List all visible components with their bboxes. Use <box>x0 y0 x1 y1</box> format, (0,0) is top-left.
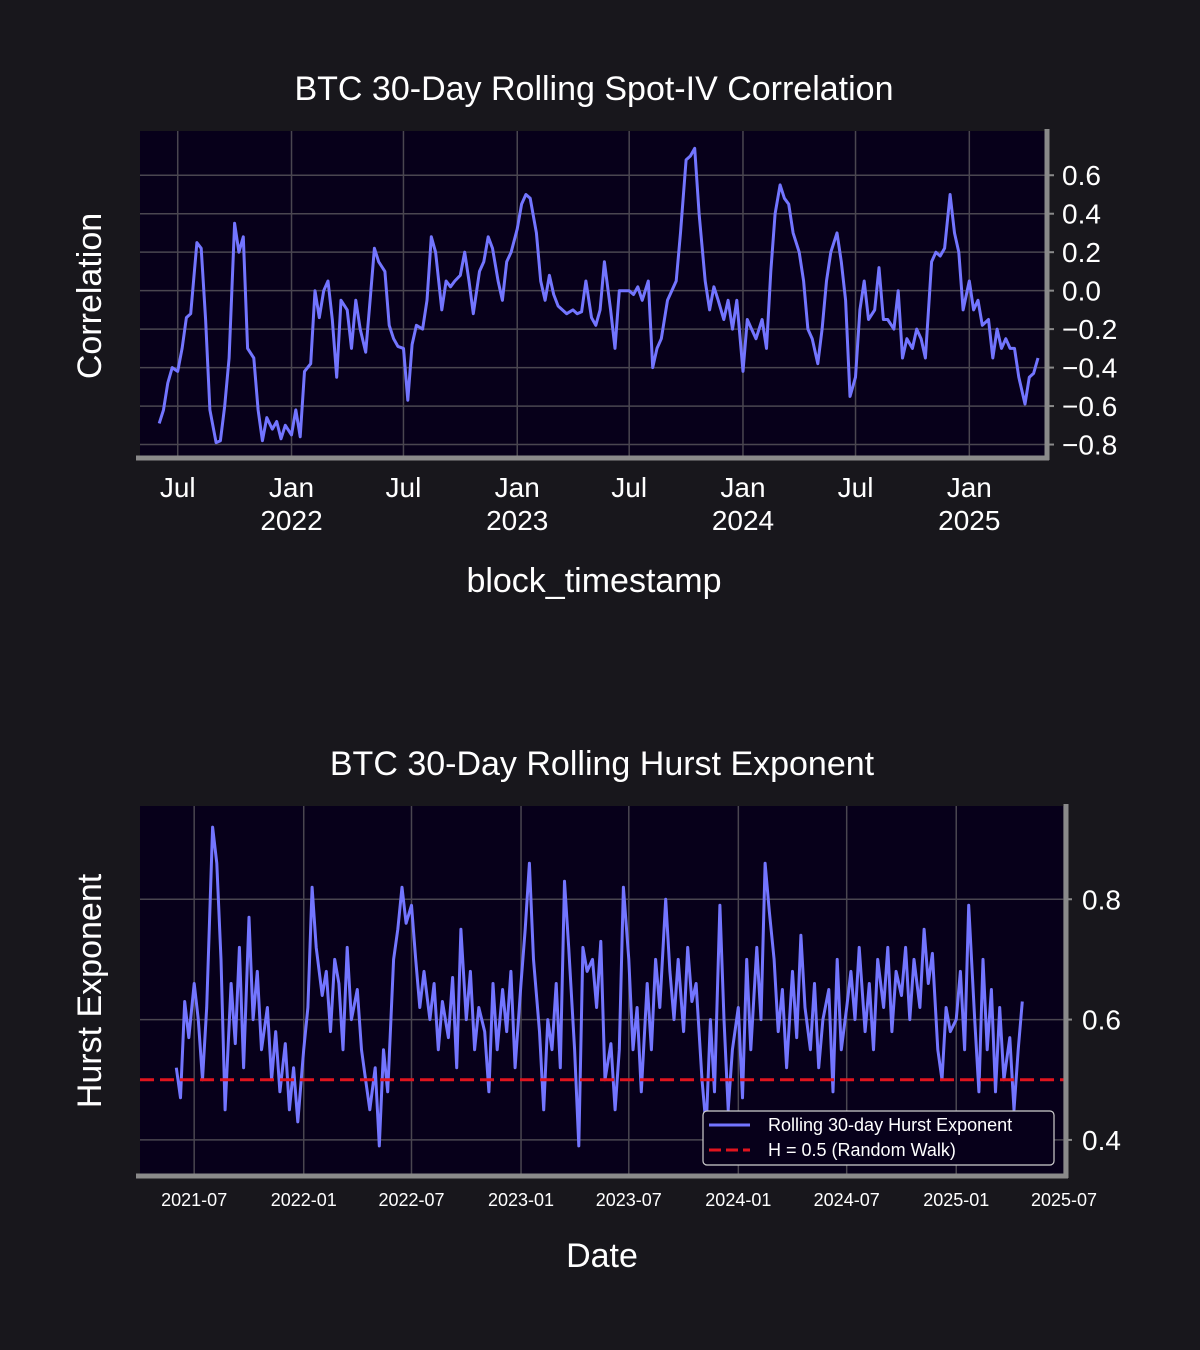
hurst-y-ticks: 0.8 0.6 0.4 <box>1066 884 1121 1156</box>
correlation-x-tick-label: Jul <box>611 472 647 503</box>
hurst-x-tick-label: 2021-07 <box>161 1190 227 1210</box>
correlation-y-tick-label: −0.4 <box>1062 353 1117 384</box>
hurst-chart: BTC 30-Day Rolling Hurst Exponent 0.8 0.6… <box>71 745 1121 1275</box>
correlation-y-ticks: 0.6 0.4 0.2 0.0 −0.2 −0.4 −0.6 −0.8 <box>1048 160 1117 461</box>
hurst-x-tick-label: 2023-01 <box>488 1190 554 1210</box>
correlation-x-tick-year: 2022 <box>260 505 322 536</box>
correlation-x-tick-label: Jul <box>160 472 196 503</box>
hurst-x-axis-label: Date <box>566 1237 638 1275</box>
correlation-x-tick-label: Jan <box>495 472 540 503</box>
correlation-x-tick-label: Jul <box>838 472 874 503</box>
correlation-grid <box>140 131 1046 458</box>
correlation-x-tick-label: Jan <box>720 472 765 503</box>
correlation-chart-title: BTC 30-Day Rolling Spot-IV Correlation <box>294 70 893 108</box>
correlation-y-tick-label: −0.6 <box>1062 391 1117 422</box>
correlation-y-tick-label: −0.8 <box>1062 430 1117 461</box>
hurst-legend-reference-label: H = 0.5 (Random Walk) <box>768 1140 956 1160</box>
correlation-x-tick-year: 2025 <box>938 505 1000 536</box>
hurst-y-axis-label: Hurst Exponent <box>71 873 109 1108</box>
hurst-legend-box <box>702 1110 1055 1166</box>
hurst-legend: Rolling 30-day Hurst Exponent H = 0.5 (R… <box>702 1110 1055 1166</box>
hurst-chart-title: BTC 30-Day Rolling Hurst Exponent <box>330 745 875 783</box>
hurst-x-tick-label: 2025-07 <box>1031 1190 1097 1210</box>
correlation-x-tick-label: Jan <box>269 472 314 503</box>
hurst-x-tick-label: 2023-07 <box>596 1190 662 1210</box>
hurst-x-ticks: 2021-07 2022-01 2022-07 2023-01 2023-07 2024-… <box>161 1190 1097 1210</box>
hurst-x-tick-label: 2024-07 <box>814 1190 880 1210</box>
hurst-x-tick-label: 2022-01 <box>271 1190 337 1210</box>
correlation-y-tick-label: 0.2 <box>1062 237 1101 268</box>
correlation-y-tick-label: −0.2 <box>1062 314 1117 345</box>
correlation-x-tick-year: 2023 <box>486 505 548 536</box>
correlation-plot-area <box>140 131 1046 458</box>
hurst-y-tick-label: 0.6 <box>1082 1005 1121 1036</box>
hurst-x-tick-label: 2022-07 <box>378 1190 444 1210</box>
correlation-chart: BTC 30-Day Rolling Spot-IV Correlation 0… <box>71 70 1117 600</box>
correlation-x-tick-label: Jul <box>386 472 422 503</box>
correlation-y-tick-label: 0.0 <box>1062 276 1101 307</box>
correlation-series-line <box>157 146 1040 445</box>
hurst-y-tick-label: 0.8 <box>1082 884 1121 915</box>
correlation-x-axis-label: block_timestamp <box>466 562 721 600</box>
hurst-x-tick-label: 2024-01 <box>705 1190 771 1210</box>
hurst-y-tick-label: 0.4 <box>1082 1125 1121 1156</box>
correlation-y-tick-label: 0.6 <box>1062 160 1101 191</box>
correlation-y-tick-label: 0.4 <box>1062 199 1101 230</box>
correlation-y-axis-label: Correlation <box>71 213 109 379</box>
hurst-legend-series-label: Rolling 30-day Hurst Exponent <box>768 1115 1012 1135</box>
hurst-x-tick-label: 2025-01 <box>923 1190 989 1210</box>
hurst-series-line <box>174 825 1024 1148</box>
correlation-x-tick-label: Jan <box>947 472 992 503</box>
correlation-x-tick-year: 2024 <box>712 505 774 536</box>
